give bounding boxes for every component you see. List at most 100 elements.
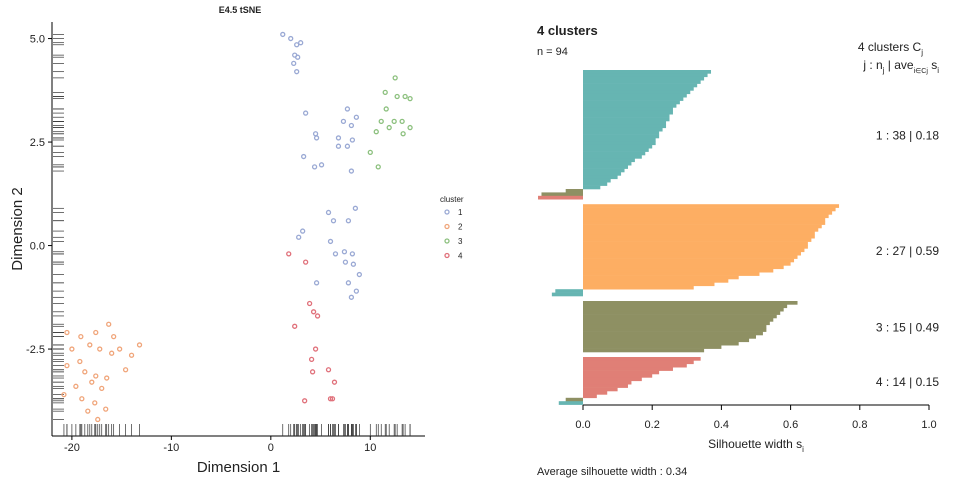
point — [325, 209, 332, 216]
sil-x-tick-label: 0.4 — [714, 419, 729, 431]
point — [332, 251, 339, 257]
point — [77, 358, 83, 365]
cluster-header-2: j : nj | avei∈Cj si — [862, 58, 939, 75]
silhouette-bar — [538, 195, 583, 200]
point — [116, 346, 123, 352]
point — [82, 369, 88, 375]
silhouette-bar — [583, 100, 680, 105]
point — [61, 391, 67, 398]
point — [399, 118, 405, 125]
silhouette-bar — [583, 268, 774, 273]
legend-label-3: 3 — [458, 237, 463, 246]
point — [327, 238, 334, 245]
tsne-scatter-panel: E4.5 tSNE -20 -10 0 10 5.0 2.5 0.0 -2.5 Dimension… — [0, 0, 480, 480]
point — [353, 288, 360, 294]
legend: cluster 1 2 3 4 — [440, 195, 464, 261]
cluster-2-bars — [551, 204, 840, 297]
point — [314, 313, 321, 319]
sil-x-tick-label: 0.0 — [575, 419, 590, 431]
point — [99, 385, 105, 392]
point — [97, 346, 103, 352]
point — [109, 350, 115, 356]
point — [309, 369, 316, 375]
silhouette-bar — [583, 175, 618, 180]
cluster-header-2-b: | ave — [884, 58, 913, 72]
legend-key-1 — [444, 209, 450, 215]
silhouette-bar — [583, 360, 694, 365]
point — [386, 124, 392, 131]
silhouette-bar — [558, 401, 583, 405]
point — [111, 333, 117, 340]
silhouette-bar — [583, 221, 826, 225]
point — [348, 122, 355, 129]
point — [296, 234, 302, 240]
point — [394, 93, 400, 100]
silhouette-bar — [583, 234, 815, 239]
silhouette-bar — [583, 248, 805, 253]
point — [341, 249, 348, 255]
y-tick-label: -2.5 — [26, 344, 45, 356]
x-tick-label: -10 — [163, 442, 179, 454]
silhouette-bar — [583, 121, 667, 125]
x-tick-label: 0 — [268, 442, 274, 454]
silhouette-bar — [583, 114, 670, 118]
sil-x-axis-title-sub: i — [802, 445, 804, 454]
silhouette-bar — [541, 192, 583, 197]
point — [294, 69, 300, 75]
point — [79, 396, 85, 402]
silhouette-bar — [583, 151, 646, 156]
point — [312, 346, 319, 352]
silhouette-bar — [583, 90, 691, 95]
silhouette-bar — [583, 384, 628, 388]
silhouette-bar — [583, 178, 611, 183]
silhouette-bar — [583, 155, 642, 159]
point — [329, 396, 336, 402]
point — [288, 35, 294, 42]
sil-x-tick-label: 0.8 — [852, 419, 867, 431]
silhouette-bar — [583, 161, 632, 166]
silhouette-bar — [583, 357, 701, 361]
point — [64, 362, 70, 369]
silhouette-bar — [583, 83, 698, 88]
legend-key-4 — [444, 252, 450, 259]
point — [348, 294, 355, 300]
point — [352, 205, 359, 211]
y-tick-label: 5.0 — [30, 34, 45, 46]
silhouette-bar — [583, 138, 656, 142]
silhouette-bar — [583, 377, 642, 382]
series-2 — [61, 321, 143, 423]
silhouette-bar — [583, 307, 784, 312]
point — [310, 309, 317, 315]
cluster-3-bars — [583, 301, 798, 353]
silhouette-bar — [583, 387, 618, 392]
silhouette-bar — [583, 331, 763, 336]
point — [302, 259, 309, 265]
point — [87, 342, 93, 348]
sil-x-axis-title-text: Silhouette width s — [708, 437, 802, 451]
silhouette-bar — [583, 282, 715, 287]
silhouette-bar — [583, 185, 601, 190]
silhouette-bar — [583, 328, 767, 332]
point — [325, 367, 332, 373]
point — [373, 129, 379, 135]
silhouette-bar — [583, 73, 708, 78]
point — [286, 251, 292, 257]
silhouette-bar — [583, 255, 798, 259]
legend-label-1: 1 — [458, 208, 463, 217]
sil-x-tick-label: 0.6 — [783, 419, 798, 431]
point — [73, 383, 79, 389]
silhouette-bar — [583, 238, 812, 242]
silhouette-bar — [583, 214, 829, 219]
point — [335, 143, 342, 149]
silhouette-bar — [583, 168, 625, 173]
point — [295, 54, 301, 60]
point — [407, 124, 413, 131]
cluster-1-label: 1 : 38 | 0.18 — [876, 129, 939, 143]
rug-marks — [53, 34, 411, 436]
silhouette-bar — [583, 304, 788, 309]
cluster-4-label: 4 : 14 | 0.15 — [876, 375, 939, 389]
cluster-header-2-c: s — [928, 58, 937, 72]
point — [340, 118, 347, 125]
point — [330, 218, 337, 224]
point — [378, 118, 384, 125]
